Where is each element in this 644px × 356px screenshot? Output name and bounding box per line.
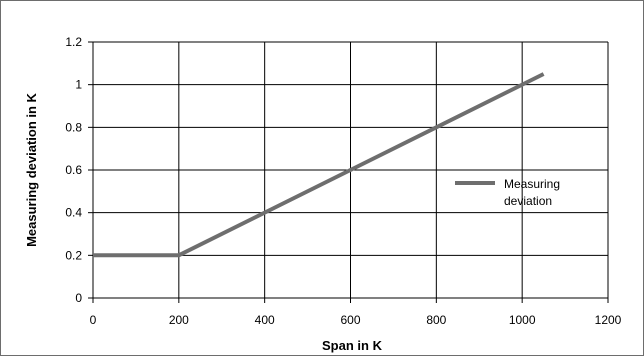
series-layer: [93, 72, 545, 258]
y-tick-label: 0.8: [65, 120, 82, 134]
legend-label-line2: deviation: [504, 194, 552, 208]
x-tick-label: 800: [426, 313, 446, 327]
y-tick-label: 0.6: [65, 163, 82, 177]
y-tick-label: 1: [75, 78, 82, 92]
y-tick-label: 0.2: [65, 248, 82, 262]
x-tick-label: 1000: [509, 313, 536, 327]
x-tick-label: 400: [255, 313, 275, 327]
y-tick-labels: 0 0.2 0.4 0.6 0.8 1 1.2: [65, 35, 82, 305]
y-axis-label: Measuring deviation in K: [24, 92, 39, 246]
x-tick-labels: 0 200 400 600 800 1000 1200: [90, 313, 622, 327]
x-axis-label: Span in K: [322, 338, 383, 353]
x-tick-label: 0: [90, 313, 97, 327]
x-tick-label: 600: [340, 313, 360, 327]
series-line-measuring-deviation: [93, 72, 545, 258]
x-tick-label: 200: [169, 313, 189, 327]
y-tick-label: 0: [75, 291, 82, 305]
y-tick-label: 1.2: [65, 35, 82, 49]
legend: Measuring deviation: [455, 177, 560, 208]
x-tick-label: 1200: [595, 313, 622, 327]
legend-label-line1: Measuring: [504, 177, 560, 191]
y-tick-label: 0.4: [65, 206, 82, 220]
